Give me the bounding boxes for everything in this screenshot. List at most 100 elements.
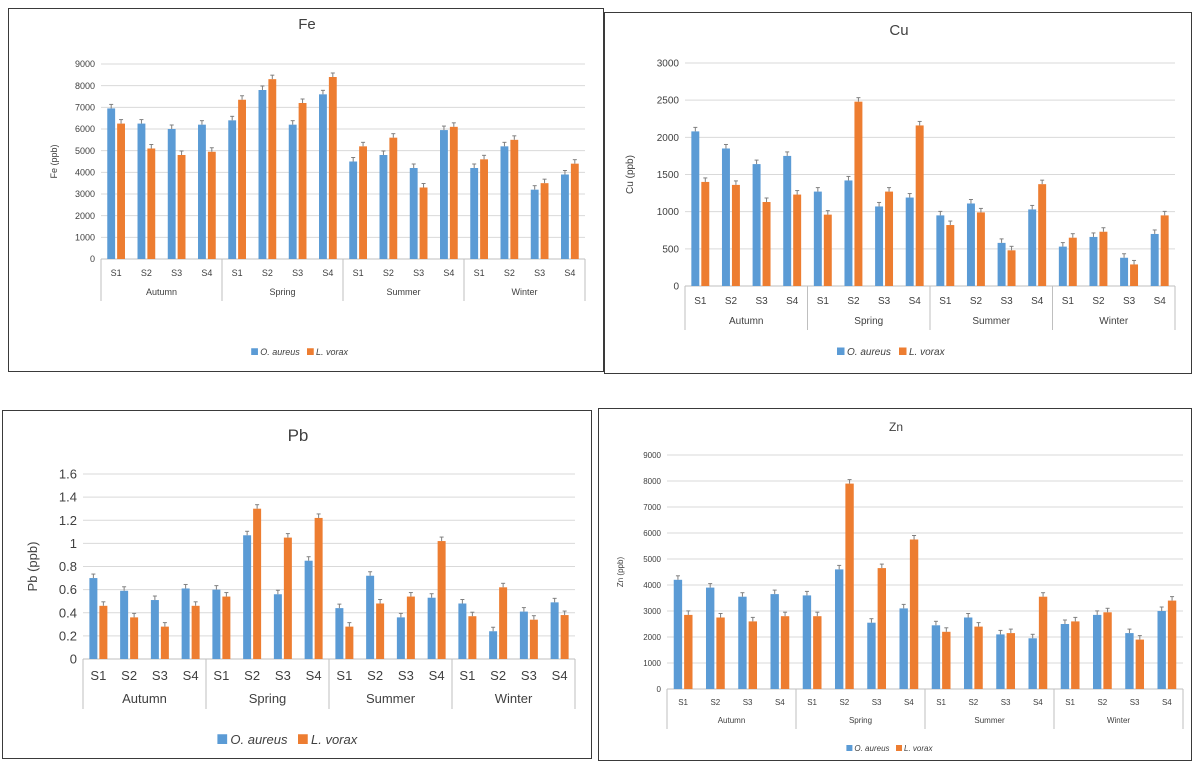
bar [150, 600, 159, 659]
x-tick-label: S2 [141, 268, 152, 278]
bar [1125, 633, 1134, 689]
x-tick-label: S3 [152, 668, 168, 683]
x-tick-label: S1 [694, 296, 707, 307]
bar [349, 161, 358, 259]
bar [823, 214, 832, 286]
y-tick-label: 2000 [643, 633, 661, 642]
y-tick-label: 9000 [643, 451, 661, 460]
bar [510, 139, 519, 259]
bar [437, 541, 446, 659]
x-tick-label: S3 [275, 668, 291, 683]
x-tick-label: S2 [1097, 698, 1107, 707]
y-tick-label: 9000 [75, 59, 95, 69]
legend-label: L. vorax [311, 732, 358, 747]
bar [130, 617, 139, 659]
bar [1007, 250, 1016, 286]
x-tick-label: S4 [1031, 296, 1044, 307]
bar [942, 631, 951, 689]
y-axis-label: Cu (ppb) [625, 155, 636, 194]
bar [1038, 184, 1047, 286]
x-tick-label: S2 [262, 268, 273, 278]
bar [802, 595, 812, 689]
bar [480, 159, 488, 259]
y-tick-label: 3000 [643, 607, 661, 616]
y-tick-label: 1.2 [59, 513, 77, 528]
x-tick-label: S1 [817, 296, 830, 307]
bar [1099, 231, 1108, 286]
bar [191, 605, 200, 659]
y-tick-label: 500 [662, 244, 679, 255]
bar [1071, 621, 1080, 689]
x-tick-label: S1 [353, 268, 364, 278]
y-tick-label: 1.6 [59, 467, 77, 482]
bar [1092, 614, 1102, 689]
y-tick-label: 8000 [643, 477, 661, 486]
bar [748, 621, 758, 689]
bar [1028, 638, 1037, 689]
x-tick-label: S3 [1130, 698, 1140, 707]
bar [684, 614, 693, 689]
legend-swatch [298, 734, 308, 744]
bar [673, 579, 683, 689]
chart-title: Cu [889, 22, 908, 39]
x-tick-label: S4 [775, 698, 785, 707]
pb-chart-panel: Pb 0 0.2 0.4 0.6 0.8 1 1.2 1.4 1.6 Pb (ppb) S1 S2 S3 S… [2, 410, 592, 759]
group-label: Autumn [718, 716, 746, 725]
y-tick-label: 5000 [75, 146, 95, 156]
x-tick-label: S4 [443, 268, 454, 278]
group-label: Spring [854, 316, 883, 327]
y-tick-label: 0.4 [59, 605, 77, 620]
bar [783, 155, 792, 286]
bar [238, 99, 246, 259]
bar [966, 203, 975, 286]
y-tick-label: 1000 [75, 232, 95, 242]
y-tick-label: 0.8 [59, 559, 77, 574]
bar [1135, 639, 1145, 689]
bar [268, 79, 277, 260]
bar [427, 597, 436, 659]
bar [212, 589, 221, 659]
chart-title: Pb [288, 426, 309, 445]
x-tick-label: S4 [1154, 296, 1167, 307]
y-tick-label: 6000 [643, 529, 661, 538]
x-tick-label: S1 [1062, 296, 1075, 307]
x-tick-label: S2 [710, 698, 720, 707]
bar [253, 508, 262, 659]
x-tick-label: S2 [367, 668, 383, 683]
x-tick-label: S1 [90, 668, 106, 683]
bar [931, 625, 941, 689]
legend-swatch [896, 745, 902, 751]
x-tick-label: S4 [322, 268, 333, 278]
legend-label: L. vorax [904, 744, 933, 753]
x-tick-label: S4 [429, 668, 445, 683]
bar [540, 183, 549, 259]
bar [570, 163, 579, 259]
x-tick-label: S2 [970, 296, 983, 307]
x-tick-label: S3 [1123, 296, 1136, 307]
y-tick-label: 3000 [657, 59, 680, 70]
bar [120, 590, 129, 659]
group-label: Summer [974, 716, 1005, 725]
bar [905, 197, 914, 286]
bar [1028, 209, 1037, 286]
bar [228, 120, 237, 259]
legend-label: L. vorax [316, 347, 349, 357]
bar [996, 634, 1005, 689]
bar [909, 539, 919, 689]
x-tick-label: S3 [534, 268, 545, 278]
x-tick-label: S3 [872, 698, 882, 707]
group-label: Spring [849, 716, 872, 725]
bar [976, 212, 985, 286]
bar [691, 131, 700, 286]
x-tick-label: S1 [807, 698, 817, 707]
bar [147, 148, 156, 259]
y-tick-label: 4000 [75, 167, 95, 177]
bar [1038, 596, 1048, 689]
x-tick-label: S2 [1092, 296, 1105, 307]
x-tick-label: S2 [847, 296, 860, 307]
group-label: Summer [972, 316, 1010, 327]
legend-swatch [899, 347, 907, 355]
bar [328, 77, 337, 259]
group-label: Summer [386, 287, 420, 297]
x-tick-label: S3 [292, 268, 303, 278]
